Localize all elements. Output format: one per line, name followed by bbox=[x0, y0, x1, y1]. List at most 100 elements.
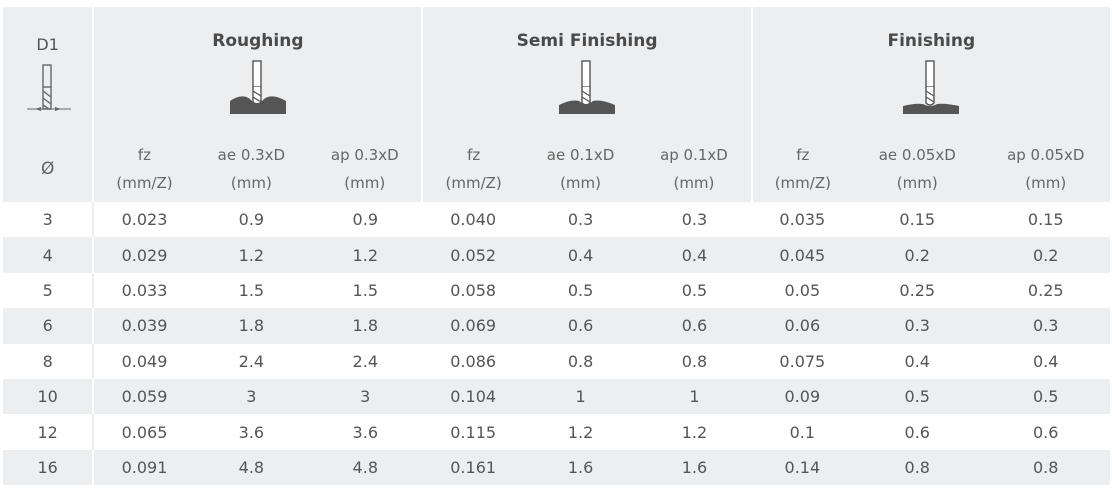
cell-roughing-ae: 1.8 bbox=[194, 308, 309, 344]
cell-finishing-ae: 0.3 bbox=[853, 308, 982, 344]
cell-semi-fz: 0.058 bbox=[450, 280, 497, 300]
cell-roughing-ap: 0.9 bbox=[352, 210, 378, 230]
cell-semi-ap: 0.6 bbox=[637, 308, 752, 344]
cell-diameter: 10 bbox=[3, 378, 95, 415]
cell-semi-ap: 1.2 bbox=[681, 422, 708, 442]
table-row: 6 0.039 1.8 1.8 0.069 0.6 0.6 0.06 0.3 0.3 bbox=[3, 308, 1110, 344]
cell-roughing-ae: 0.9 bbox=[238, 210, 265, 230]
roughing-title: Roughing bbox=[212, 30, 304, 51]
cell-semi-ae: 1.2 bbox=[567, 422, 594, 442]
cell-finishing-ap: 0.4 bbox=[1033, 351, 1059, 371]
cell-semi-ae: 0.3 bbox=[567, 210, 594, 230]
cell-roughing-fz: 0.059 bbox=[93, 378, 195, 415]
cell-roughing-ae: 1.2 bbox=[194, 237, 309, 273]
cell-semi-ap: 0.3 bbox=[681, 210, 708, 230]
cell-semi-ap: 0.4 bbox=[637, 237, 752, 273]
cell-roughing-ap: 2.4 bbox=[352, 351, 378, 371]
cell-roughing-ap: 4.8 bbox=[308, 449, 423, 486]
cell-semi-ae: 0.5 bbox=[567, 280, 594, 300]
cell-roughing-fz: 0.049 bbox=[121, 351, 168, 371]
cell-finishing-fz: 0.075 bbox=[779, 351, 826, 371]
cell-diameter: 8 bbox=[3, 343, 95, 379]
cell-finishing-ap: 0.6 bbox=[1033, 422, 1059, 442]
cell-diameter: 4 bbox=[3, 237, 95, 273]
col-header-semi-fz: fz (mm/Z) bbox=[445, 146, 502, 192]
cell-finishing-ap: 0.5 bbox=[981, 378, 1110, 415]
finishing-cut-icon bbox=[753, 59, 1110, 119]
cell-roughing-fz: 0.091 bbox=[93, 449, 195, 486]
cell-roughing-fz: 0.039 bbox=[93, 308, 195, 344]
end-mill-diameter-icon bbox=[27, 63, 71, 119]
cell-roughing-ae: 2.4 bbox=[238, 351, 265, 371]
cell-finishing-ap: 0.25 bbox=[1027, 280, 1064, 300]
cell-roughing-ae: 3 bbox=[194, 378, 309, 415]
cell-finishing-ae: 0.5 bbox=[853, 378, 982, 415]
cell-roughing-ap: 1.8 bbox=[308, 308, 423, 344]
cell-roughing-ap: 3.6 bbox=[352, 422, 378, 442]
cell-finishing-ae: 0.15 bbox=[899, 210, 936, 230]
semi-finishing-title: Semi Finishing bbox=[516, 30, 658, 51]
cell-finishing-ae: 0.6 bbox=[904, 422, 930, 442]
cell-finishing-ae: 0.4 bbox=[904, 351, 930, 371]
cell-finishing-fz: 0.14 bbox=[751, 449, 854, 486]
table-row: 3 0.023 0.9 0.9 0.040 0.3 0.3 0.035 0.15 0.15 bbox=[3, 202, 1110, 238]
cell-roughing-fz: 0.023 bbox=[121, 210, 168, 230]
cell-semi-ae: 0.4 bbox=[523, 237, 638, 273]
cell-semi-fz: 0.069 bbox=[422, 308, 524, 344]
finishing-title: Finishing bbox=[887, 30, 976, 51]
col-header-roughing-fz: fz (mm/Z) bbox=[116, 146, 173, 192]
cell-roughing-fz: 0.065 bbox=[121, 422, 168, 442]
cell-finishing-fz: 0.045 bbox=[751, 237, 854, 273]
cell-finishing-ap: 0.2 bbox=[981, 237, 1110, 273]
cell-diameter: 3 bbox=[3, 202, 95, 238]
col-header-finishing-ae: ae 0.05xD (mm) bbox=[878, 146, 956, 192]
cell-roughing-ap: 1.5 bbox=[352, 280, 378, 300]
cell-finishing-fz: 0.09 bbox=[751, 378, 854, 415]
cell-roughing-ap: 3 bbox=[308, 378, 423, 415]
cell-semi-fz: 0.104 bbox=[422, 378, 524, 415]
cell-semi-ap: 0.5 bbox=[681, 280, 708, 300]
cell-diameter: 5 bbox=[3, 272, 95, 309]
cell-semi-fz: 0.052 bbox=[422, 237, 524, 273]
cell-roughing-ap: 1.2 bbox=[308, 237, 423, 273]
cell-semi-ap: 1.6 bbox=[637, 449, 752, 486]
cell-semi-ae: 0.8 bbox=[567, 351, 594, 371]
cell-finishing-ae: 0.2 bbox=[853, 237, 982, 273]
cutting-data-table: D1 Roughing bbox=[3, 7, 1110, 486]
table-row: 12 0.065 3.6 3.6 0.115 1.2 1.2 0.1 0.6 0.6 bbox=[3, 414, 1110, 450]
cell-finishing-ae: 0.25 bbox=[899, 280, 936, 300]
cell-diameter: 6 bbox=[3, 308, 95, 344]
roughing-header: Roughing bbox=[93, 7, 424, 136]
cell-finishing-fz: 0.05 bbox=[784, 280, 821, 300]
cell-semi-fz: 0.086 bbox=[450, 351, 497, 371]
cell-roughing-fz: 0.029 bbox=[93, 237, 195, 273]
table-row: 5 0.033 1.5 1.5 0.058 0.5 0.5 0.05 0.25 0.25 bbox=[3, 272, 1110, 309]
col-header-roughing-ae: ae 0.3xD (mm) bbox=[217, 146, 286, 192]
cell-semi-ap: 1 bbox=[637, 378, 752, 415]
cell-semi-ae: 1 bbox=[523, 378, 638, 415]
roughing-cut-icon bbox=[94, 59, 421, 119]
d1-header-cell: D1 bbox=[3, 7, 95, 136]
table-row: 4 0.029 1.2 1.2 0.052 0.4 0.4 0.045 0.2 0.2 bbox=[3, 237, 1110, 273]
cell-roughing-ae: 1.5 bbox=[238, 280, 265, 300]
finishing-header: Finishing bbox=[752, 7, 1110, 136]
cell-finishing-fz: 0.06 bbox=[751, 308, 854, 344]
cell-semi-fz: 0.115 bbox=[450, 422, 497, 442]
table-row: 10 0.059 3 3 0.104 1 1 0.09 0.5 0.5 bbox=[3, 378, 1110, 415]
cell-finishing-ap: 0.8 bbox=[981, 449, 1110, 486]
col-header-roughing-ap: ap 0.3xD (mm) bbox=[308, 136, 424, 202]
cell-finishing-ap: 0.3 bbox=[981, 308, 1110, 344]
d1-label: D1 bbox=[36, 35, 59, 54]
col-header-finishing-ap: ap 0.05xD (mm) bbox=[1007, 146, 1085, 192]
cell-roughing-ae: 4.8 bbox=[194, 449, 309, 486]
cell-roughing-fz: 0.033 bbox=[121, 280, 168, 300]
col-header-finishing-fz: fz (mm/Z) bbox=[774, 146, 831, 192]
col-header-semi-ae: ae 0.1xD (mm) bbox=[546, 146, 615, 192]
cell-finishing-ap: 0.15 bbox=[1027, 210, 1064, 230]
cell-semi-ae: 0.6 bbox=[523, 308, 638, 344]
diameter-header: Ø bbox=[3, 136, 95, 202]
cell-roughing-ae: 3.6 bbox=[238, 422, 265, 442]
table-row: 8 0.049 2.4 2.4 0.086 0.8 0.8 0.075 0.4 0.4 bbox=[3, 343, 1110, 379]
cell-semi-fz: 0.161 bbox=[422, 449, 524, 486]
cell-semi-ap: 0.8 bbox=[681, 351, 708, 371]
